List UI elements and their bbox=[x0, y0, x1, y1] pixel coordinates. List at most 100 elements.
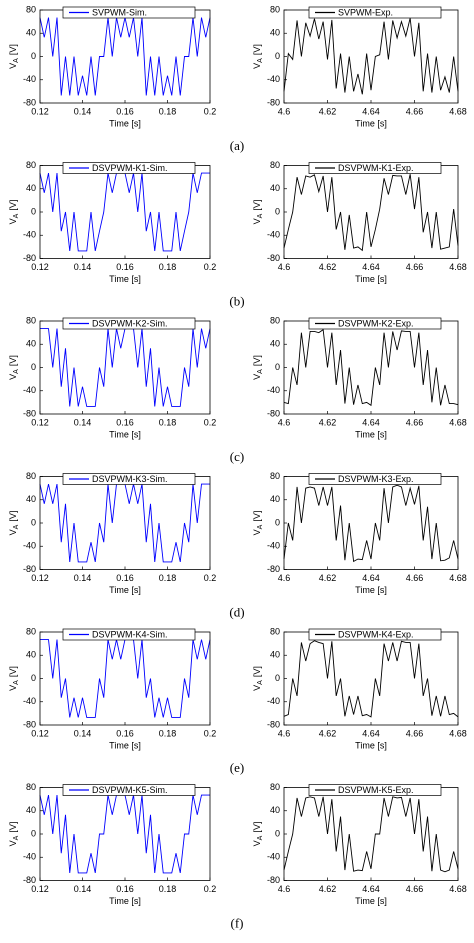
x-tick-label: 0.12 bbox=[31, 262, 49, 272]
legend-label: DSVPWM-K1-Exp. bbox=[338, 163, 414, 173]
x-tick-label: 4.68 bbox=[449, 884, 467, 894]
y-tick-label: 40 bbox=[270, 650, 280, 660]
y-tick-label: -40 bbox=[267, 385, 280, 395]
y-tick-label: 0 bbox=[31, 362, 36, 372]
x-tick-label: 0.12 bbox=[31, 884, 49, 894]
x-tick-label: 4.66 bbox=[406, 417, 424, 427]
waveform bbox=[283, 484, 459, 563]
y-axis-label: VA [V] bbox=[252, 666, 263, 691]
x-tick-label: 0.16 bbox=[116, 573, 134, 583]
y-label-subscript: A bbox=[13, 680, 20, 685]
y-tick-label: -80 bbox=[267, 564, 280, 574]
y-label-subscript: A bbox=[257, 213, 264, 218]
y-label-subscript: A bbox=[13, 58, 20, 63]
y-tick-label: 40 bbox=[270, 805, 280, 815]
y-tick-label: -40 bbox=[23, 230, 36, 240]
y-tick-label: -40 bbox=[23, 74, 36, 84]
legend-box bbox=[308, 162, 442, 174]
waveform bbox=[283, 328, 459, 407]
x-tick-label: 0.14 bbox=[74, 106, 92, 116]
x-axis-label: Time [s] bbox=[109, 118, 141, 128]
x-tick-label: 4.68 bbox=[449, 106, 467, 116]
y-tick-label: 80 bbox=[270, 626, 280, 636]
x-axis-label: Time [s] bbox=[109, 896, 141, 906]
x-tick-label: 4.62 bbox=[319, 106, 337, 116]
x-tick-label: 0.12 bbox=[31, 106, 49, 116]
x-tick-label: 0.16 bbox=[116, 417, 134, 427]
y-label-symbol: V bbox=[252, 374, 262, 380]
y-label-symbol: V bbox=[8, 529, 18, 535]
x-tick-label: 4.62 bbox=[319, 417, 337, 427]
x-axis-label: Time [s] bbox=[109, 274, 141, 284]
x-tick-label: 0.18 bbox=[159, 262, 177, 272]
y-label-unit: [V] bbox=[252, 355, 262, 366]
x-tick-label: 0.16 bbox=[116, 884, 134, 894]
x-axis-label: Time [s] bbox=[109, 585, 141, 595]
y-tick-label: 0 bbox=[31, 51, 36, 61]
x-axis-label: Time [s] bbox=[355, 429, 387, 439]
x-tick-label: 0.18 bbox=[159, 106, 177, 116]
y-tick-label: -80 bbox=[23, 408, 36, 418]
y-label-subscript: A bbox=[13, 369, 20, 374]
y-tick-label: 80 bbox=[26, 160, 36, 170]
y-tick-label: 40 bbox=[26, 28, 36, 38]
y-tick-label: 0 bbox=[275, 362, 280, 372]
y-label-symbol: V bbox=[8, 374, 18, 380]
y-label-subscript: A bbox=[257, 524, 264, 529]
x-tick-label: 0.18 bbox=[159, 417, 177, 427]
y-tick-label: 80 bbox=[270, 160, 280, 170]
x-tick-label: 0.18 bbox=[159, 728, 177, 738]
y-tick-label: 0 bbox=[275, 673, 280, 683]
y-label-unit: [V] bbox=[8, 666, 18, 677]
y-label-unit: [V] bbox=[8, 511, 18, 522]
x-tick-label: 4.62 bbox=[319, 262, 337, 272]
y-label-unit: [V] bbox=[252, 822, 262, 833]
legend-box bbox=[308, 784, 442, 796]
x-axis-label: Time [s] bbox=[355, 896, 387, 906]
legend-box bbox=[308, 6, 442, 19]
legend-label: DSVPWM-K5-Exp. bbox=[338, 785, 414, 795]
y-tick-label: 0 bbox=[31, 517, 36, 527]
x-tick-label: 4.64 bbox=[362, 262, 380, 272]
y-axis-label: VA [V] bbox=[252, 200, 263, 225]
x-tick-label: 0.14 bbox=[74, 573, 92, 583]
legend-box bbox=[62, 317, 196, 330]
x-axis-label: Time [s] bbox=[109, 429, 141, 439]
legend-label: DSVPWM-K4-Exp. bbox=[338, 629, 414, 639]
y-tick-label: 80 bbox=[26, 782, 36, 792]
x-tick-label: 4.62 bbox=[319, 884, 337, 894]
x-tick-label: 0.14 bbox=[74, 417, 92, 427]
legend-box bbox=[308, 317, 442, 330]
x-tick-label: 4.6 bbox=[278, 573, 291, 583]
x-tick-label: 0.2 bbox=[204, 417, 217, 427]
y-axis-label: VA [V] bbox=[8, 511, 19, 536]
y-tick-label: 0 bbox=[31, 206, 36, 216]
legend-label: SVPWM-Exp. bbox=[338, 7, 393, 17]
y-label-symbol: V bbox=[252, 218, 262, 224]
y-axis-label: VA [V] bbox=[252, 822, 263, 847]
x-tick-label: 4.6 bbox=[278, 884, 291, 894]
legend-label: DSVPWM-K2-Sim. bbox=[92, 318, 168, 328]
legend-label: DSVPWM-K3-Sim. bbox=[92, 474, 168, 484]
y-tick-label: 80 bbox=[26, 471, 36, 481]
x-tick-label: 0.12 bbox=[31, 573, 49, 583]
x-tick-label: 0.14 bbox=[74, 262, 92, 272]
x-tick-label: 4.66 bbox=[406, 884, 424, 894]
x-tick-label: 4.64 bbox=[362, 106, 380, 116]
legend-box bbox=[62, 162, 196, 174]
plot-frame bbox=[283, 631, 459, 726]
y-axis-label: VA [V] bbox=[8, 822, 19, 847]
x-axis-label: Time [s] bbox=[355, 585, 387, 595]
x-tick-label: 0.2 bbox=[204, 262, 217, 272]
waveform bbox=[40, 639, 211, 718]
y-tick-label: -40 bbox=[23, 696, 36, 706]
y-tick-label: 40 bbox=[270, 28, 280, 38]
legend-label: SVPWM-Sim. bbox=[92, 7, 147, 17]
y-label-subscript: A bbox=[257, 369, 264, 374]
x-tick-label: 0.2 bbox=[204, 573, 217, 583]
x-tick-label: 4.62 bbox=[319, 728, 337, 738]
x-tick-label: 4.66 bbox=[406, 728, 424, 738]
x-tick-label: 4.6 bbox=[278, 728, 291, 738]
legend-label: DSVPWM-K3-Exp. bbox=[338, 474, 414, 484]
